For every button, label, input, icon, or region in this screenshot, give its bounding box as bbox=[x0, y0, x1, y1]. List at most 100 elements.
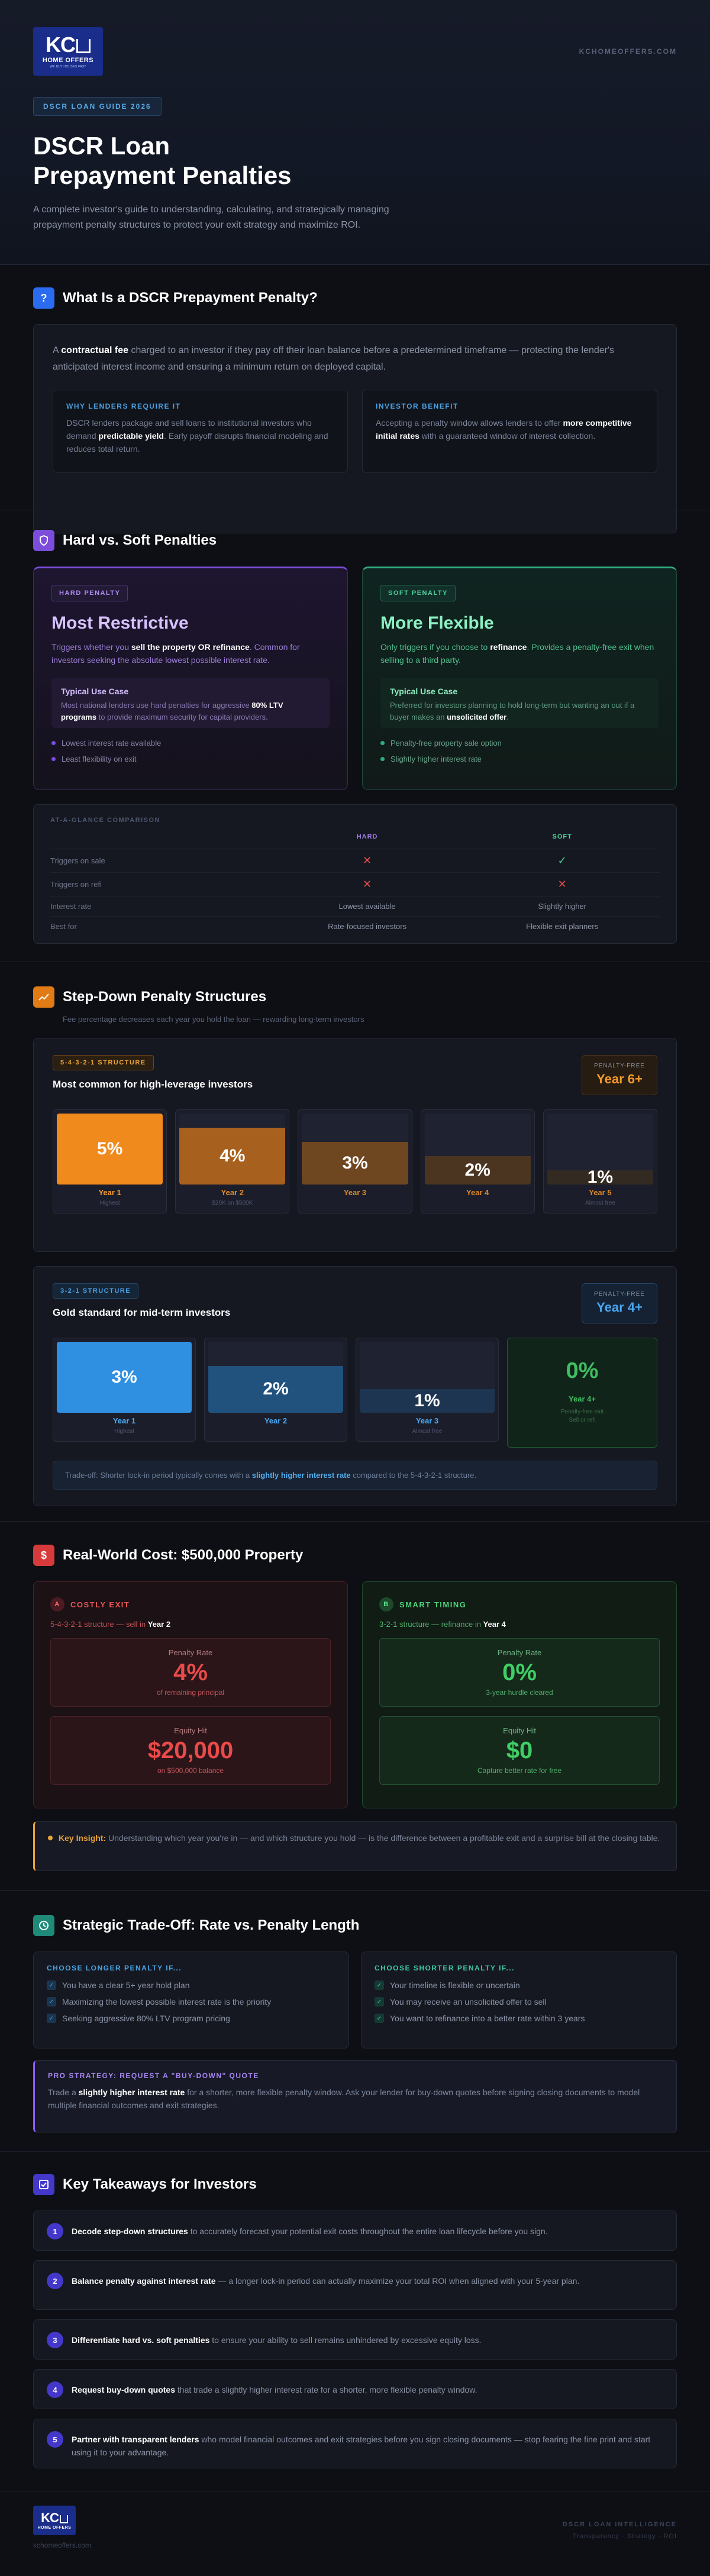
hard-bullet-list: Lowest interest rate available Least fle… bbox=[51, 739, 330, 763]
bar-year: Year 2 bbox=[221, 1188, 244, 1197]
bullet-icon bbox=[48, 1836, 53, 1840]
clock-icon bbox=[33, 1915, 54, 1936]
costly-exit-card: A COSTLY EXIT 5-4-3-2-1 structure — sell … bbox=[33, 1581, 348, 1808]
bar-note: Highest bbox=[99, 1200, 120, 1206]
bar-value: 5% bbox=[57, 1114, 163, 1185]
soft-penalty-card: SOFT PENALTY More Flexible Only triggers… bbox=[362, 567, 677, 790]
list-item: Lowest interest rate available bbox=[51, 739, 330, 747]
check-icon: ✓ bbox=[375, 2014, 384, 2023]
penalty-rate-box: Penalty Rate 0% 3-year hurdle cleared bbox=[379, 1638, 660, 1707]
page-title: DSCR Loan Prepayment Penalties bbox=[33, 132, 292, 189]
zero-value: 0% bbox=[566, 1358, 599, 1383]
divider bbox=[0, 1890, 710, 1891]
list-item: Least flexibility on exit bbox=[51, 755, 330, 763]
section-title: Hard vs. Soft Penalties bbox=[63, 532, 217, 548]
bar-note: Almost free bbox=[585, 1200, 615, 1206]
step-down-bars-321: 3% Year 1 Highest 2% Year 2 1% Year 3 Almost fr… bbox=[53, 1338, 657, 1448]
key-insight-callout: Key Insight: Understanding which year yo… bbox=[33, 1821, 677, 1871]
list-item: 2 Balance penalty against interest rate … bbox=[33, 2260, 677, 2310]
hard-penalty-card: HARD PENALTY Most Restrictive Triggers w… bbox=[33, 567, 348, 790]
cross-icon: ✕ bbox=[363, 878, 372, 890]
bar-year: Year 4 bbox=[466, 1188, 489, 1197]
footer-site-link[interactable]: kchomeoffers.com bbox=[33, 2541, 91, 2549]
step-bar-4: 2% Year 4 bbox=[420, 1109, 535, 1213]
soft-penalty-tag: SOFT PENALTY bbox=[380, 585, 456, 601]
section-hard-soft: Hard vs. Soft Penalties HARD PENALTY Mos… bbox=[33, 530, 677, 944]
bar-value: 2% bbox=[424, 1156, 531, 1185]
page-intro: A complete investor's guide to understan… bbox=[33, 205, 389, 230]
guide-badge: DSCR LOAN GUIDE 2026 bbox=[33, 97, 162, 116]
footer-logo[interactable]: KC HOME OFFERS bbox=[33, 2506, 76, 2535]
section-title: Step-Down Penalty Structures bbox=[63, 989, 267, 1005]
col-soft: SOFT bbox=[552, 833, 572, 840]
structure-54321-card: 5-4-3-2-1 STRUCTURE Most common for high… bbox=[33, 1038, 677, 1252]
section-subtitle: Fee percentage decreases each year you h… bbox=[63, 1015, 364, 1024]
structure-tag: 5-4-3-2-1 STRUCTURE bbox=[53, 1055, 154, 1070]
penalty-free-badge: PENALTY-FREE Year 4+ bbox=[582, 1283, 657, 1323]
shorter-penalty-card: CHOOSE SHORTER PENALTY IF... ✓ Your timel… bbox=[361, 1952, 677, 2048]
house-icon bbox=[76, 39, 91, 53]
list-item: 1 Decode step-down structures to accurat… bbox=[33, 2211, 677, 2251]
dollar-icon: $ bbox=[33, 1545, 54, 1566]
trend-icon bbox=[33, 986, 54, 1008]
investor-benefit-box: INVESTOR BENEFIT Accepting a penalty win… bbox=[362, 390, 657, 473]
bar-note: Highest bbox=[114, 1428, 134, 1435]
table-row: Best for Rate-focused investors Flexible… bbox=[50, 916, 660, 936]
site-domain[interactable]: KCHOMEOFFERS.COM bbox=[579, 47, 677, 56]
hero-header: KC HOME OFFERS WE BUY HOUSES FAST KCHOME… bbox=[0, 0, 710, 265]
bar-note: $20K on $500K bbox=[212, 1200, 253, 1206]
structure-321-card: 3-2-1 STRUCTURE Gold standard for mid-te… bbox=[33, 1266, 677, 1506]
bar-value: 3% bbox=[57, 1342, 192, 1413]
check-icon: ✓ bbox=[47, 1997, 56, 2007]
section-real-world-cost: $ Real-World Cost: $500,000 Property A CO… bbox=[33, 1545, 677, 1871]
list-item: Slightly higher interest rate bbox=[380, 755, 659, 763]
step-bar-5: 1% Year 5 Almost free bbox=[543, 1109, 658, 1213]
step-bar-3: 3% Year 3 bbox=[298, 1109, 412, 1213]
section-title: Real-World Cost: $500,000 Property bbox=[63, 1547, 304, 1563]
step-down-bars-54321: 5% Year 1 Highest 4% Year 2 $20K on $500K 3% Ye… bbox=[53, 1109, 658, 1213]
section-step-down: Step-Down Penalty Structures Fee percent… bbox=[33, 986, 677, 1506]
penalty-free-zero-card: 0% Year 4+ Penalty-free exit Sell or refi bbox=[507, 1338, 657, 1448]
section-title: What Is a DSCR Prepayment Penalty? bbox=[63, 290, 318, 306]
bar-value: 1% bbox=[547, 1167, 654, 1185]
section-trade-off: Strategic Trade-Off: Rate vs. Penalty Le… bbox=[33, 1915, 677, 2132]
section-takeaways: Key Takeaways for Investors 1 Decode ste… bbox=[33, 2174, 677, 2478]
check-icon: ✓ bbox=[47, 2014, 56, 2023]
tradeoff-note: Trade-off: Shorter lock-in period typica… bbox=[53, 1461, 657, 1490]
list-item: ✓ Your timeline is flexible or uncertain bbox=[375, 1980, 663, 1990]
question-icon: ? bbox=[33, 287, 54, 309]
bar-value: 2% bbox=[208, 1365, 343, 1413]
step-bar-1: 3% Year 1 Highest bbox=[53, 1338, 196, 1442]
list-item: ✓ You want to refinance into a better rat… bbox=[375, 2014, 663, 2023]
penalty-free-badge: PENALTY-FREE Year 6+ bbox=[582, 1055, 657, 1095]
shield-icon bbox=[33, 530, 54, 551]
list-item: 4 Request buy-down quotes that trade a s… bbox=[33, 2369, 677, 2409]
step-bar-2: 4% Year 2 $20K on $500K bbox=[175, 1109, 290, 1213]
house-icon bbox=[59, 2514, 68, 2523]
list-item: ✓ Maximizing the lowest possible interest… bbox=[47, 1997, 335, 2007]
bar-year: Year 1 bbox=[112, 1416, 136, 1425]
use-case-box: Typical Use Case Most national lenders u… bbox=[51, 678, 330, 728]
longer-penalty-card: CHOOSE LONGER PENALTY IF... ✓ You have a … bbox=[33, 1952, 349, 2048]
bar-value: 4% bbox=[179, 1128, 286, 1185]
list-item: 5 Partner with transparent lenders who m… bbox=[33, 2419, 677, 2468]
bar-year: Year 1 bbox=[98, 1188, 121, 1197]
comparison-table: HARD SOFT Triggers on sale ✕ ✓ Triggers … bbox=[50, 833, 660, 936]
cross-icon: ✕ bbox=[557, 878, 567, 890]
table-row: Interest rate Lowest available Slightly … bbox=[50, 896, 660, 917]
section-title: Strategic Trade-Off: Rate vs. Penalty Le… bbox=[63, 1917, 360, 1933]
table-row: Triggers on refi ✕ ✕ bbox=[50, 872, 660, 897]
bar-year: Year 3 bbox=[343, 1188, 367, 1197]
step-bar-3: 1% Year 3 Almost free bbox=[356, 1338, 499, 1442]
list-item: Penalty-free property sale option bbox=[380, 739, 659, 747]
brand-logo[interactable]: KC HOME OFFERS WE BUY HOUSES FAST bbox=[33, 27, 103, 76]
equity-hit-box: Equity Hit $0 Capture better rate for fr… bbox=[379, 1716, 660, 1785]
soft-bullet-list: Penalty-free property sale option Slight… bbox=[380, 739, 659, 763]
check-icon: ✓ bbox=[375, 1980, 384, 1990]
comparison-table-card: AT-A-GLANCE COMPARISON HARD SOFT Trigger… bbox=[33, 804, 677, 944]
bar-year: Year 2 bbox=[264, 1416, 288, 1425]
table-row: Triggers on sale ✕ ✓ bbox=[50, 849, 660, 873]
list-item: ✓ You have a clear 5+ year hold plan bbox=[47, 1980, 335, 1990]
check-icon: ✓ bbox=[47, 1980, 56, 1990]
